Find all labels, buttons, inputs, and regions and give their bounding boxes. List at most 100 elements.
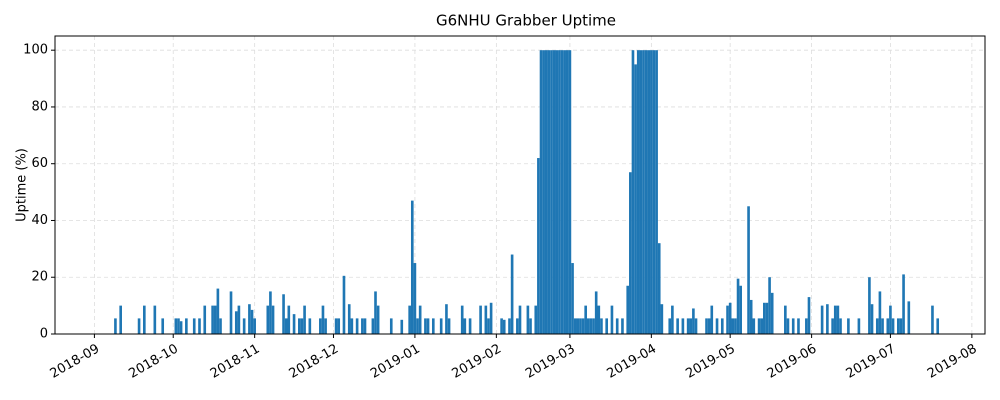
bar bbox=[439, 318, 443, 334]
x-tick-label: 2019-06 bbox=[765, 342, 820, 382]
bar bbox=[537, 158, 540, 334]
bar bbox=[203, 305, 207, 334]
y-tick-label: 60 bbox=[31, 156, 48, 171]
bar bbox=[179, 321, 183, 334]
bar bbox=[308, 318, 312, 334]
bar bbox=[418, 305, 422, 334]
bar bbox=[731, 318, 735, 334]
bar bbox=[563, 50, 566, 334]
bar bbox=[269, 291, 272, 334]
bar bbox=[689, 318, 693, 334]
bar bbox=[657, 243, 661, 334]
bar bbox=[615, 318, 619, 334]
y-tick-label: 20 bbox=[31, 270, 48, 285]
bar bbox=[534, 305, 538, 334]
bar bbox=[508, 318, 511, 334]
bar bbox=[487, 318, 490, 334]
plot-frame bbox=[54, 35, 986, 335]
bar bbox=[552, 50, 556, 334]
bar bbox=[248, 304, 251, 334]
bar bbox=[760, 318, 764, 334]
bar bbox=[600, 318, 603, 334]
bar bbox=[463, 318, 467, 334]
bar bbox=[826, 304, 829, 334]
bar bbox=[253, 318, 256, 334]
bar bbox=[185, 318, 188, 334]
bar bbox=[424, 318, 427, 334]
bar bbox=[889, 305, 892, 334]
bar bbox=[870, 304, 874, 334]
bar bbox=[560, 50, 564, 334]
bar bbox=[847, 318, 850, 334]
x-tick-label: 2018-12 bbox=[287, 342, 342, 382]
bar bbox=[529, 318, 532, 334]
bar bbox=[786, 318, 790, 334]
bar bbox=[361, 318, 364, 334]
bar bbox=[791, 318, 795, 334]
bar bbox=[692, 308, 695, 334]
bar bbox=[337, 318, 341, 334]
bar bbox=[797, 318, 800, 334]
bar bbox=[886, 318, 890, 334]
bar bbox=[371, 318, 375, 334]
bar bbox=[739, 285, 742, 334]
bar bbox=[282, 294, 285, 334]
bar bbox=[931, 305, 934, 334]
bar bbox=[726, 305, 729, 334]
bar bbox=[568, 50, 572, 334]
bar bbox=[479, 305, 482, 334]
bar bbox=[576, 318, 580, 334]
bar bbox=[539, 50, 543, 334]
bar bbox=[114, 318, 117, 334]
y-tick-label: 0 bbox=[40, 327, 48, 342]
bar bbox=[820, 305, 824, 334]
chart-title: G6NHU Grabber Uptime bbox=[436, 12, 616, 30]
bar bbox=[707, 318, 711, 334]
bar bbox=[631, 50, 635, 334]
bar bbox=[728, 302, 732, 334]
bar bbox=[516, 318, 519, 334]
x-tick-label: 2019-01 bbox=[368, 342, 423, 382]
bar bbox=[347, 304, 351, 334]
bar bbox=[518, 305, 522, 334]
bar bbox=[213, 305, 217, 334]
y-tick-label: 80 bbox=[31, 99, 48, 114]
bar bbox=[671, 305, 674, 334]
bar bbox=[119, 305, 122, 334]
bar bbox=[137, 318, 141, 334]
bar bbox=[321, 305, 325, 334]
bar bbox=[555, 50, 559, 334]
bar bbox=[410, 200, 414, 334]
bar bbox=[868, 277, 871, 334]
bar bbox=[198, 318, 201, 334]
bar bbox=[891, 318, 895, 334]
bar bbox=[749, 299, 753, 334]
bar bbox=[266, 305, 270, 334]
bar bbox=[881, 318, 884, 334]
bar bbox=[807, 297, 811, 334]
bar bbox=[400, 319, 404, 334]
bar bbox=[836, 305, 840, 334]
bar bbox=[715, 318, 719, 334]
bar bbox=[219, 318, 222, 334]
bar bbox=[833, 305, 837, 334]
bar bbox=[831, 318, 834, 334]
bar bbox=[460, 305, 464, 334]
bar bbox=[629, 172, 632, 334]
bar bbox=[237, 305, 241, 334]
bar bbox=[752, 318, 756, 334]
bar bbox=[319, 318, 322, 334]
bar bbox=[284, 318, 288, 334]
bar bbox=[907, 301, 911, 334]
bar bbox=[447, 318, 451, 334]
bar bbox=[229, 291, 233, 334]
bar bbox=[234, 311, 238, 334]
bar bbox=[681, 318, 685, 334]
bar bbox=[784, 305, 787, 334]
bar bbox=[720, 318, 724, 334]
x-tick-label: 2019-03 bbox=[523, 342, 578, 382]
bar bbox=[350, 318, 354, 334]
bar bbox=[763, 302, 766, 334]
bar bbox=[510, 254, 514, 334]
x-tick-label: 2018-11 bbox=[208, 342, 263, 382]
